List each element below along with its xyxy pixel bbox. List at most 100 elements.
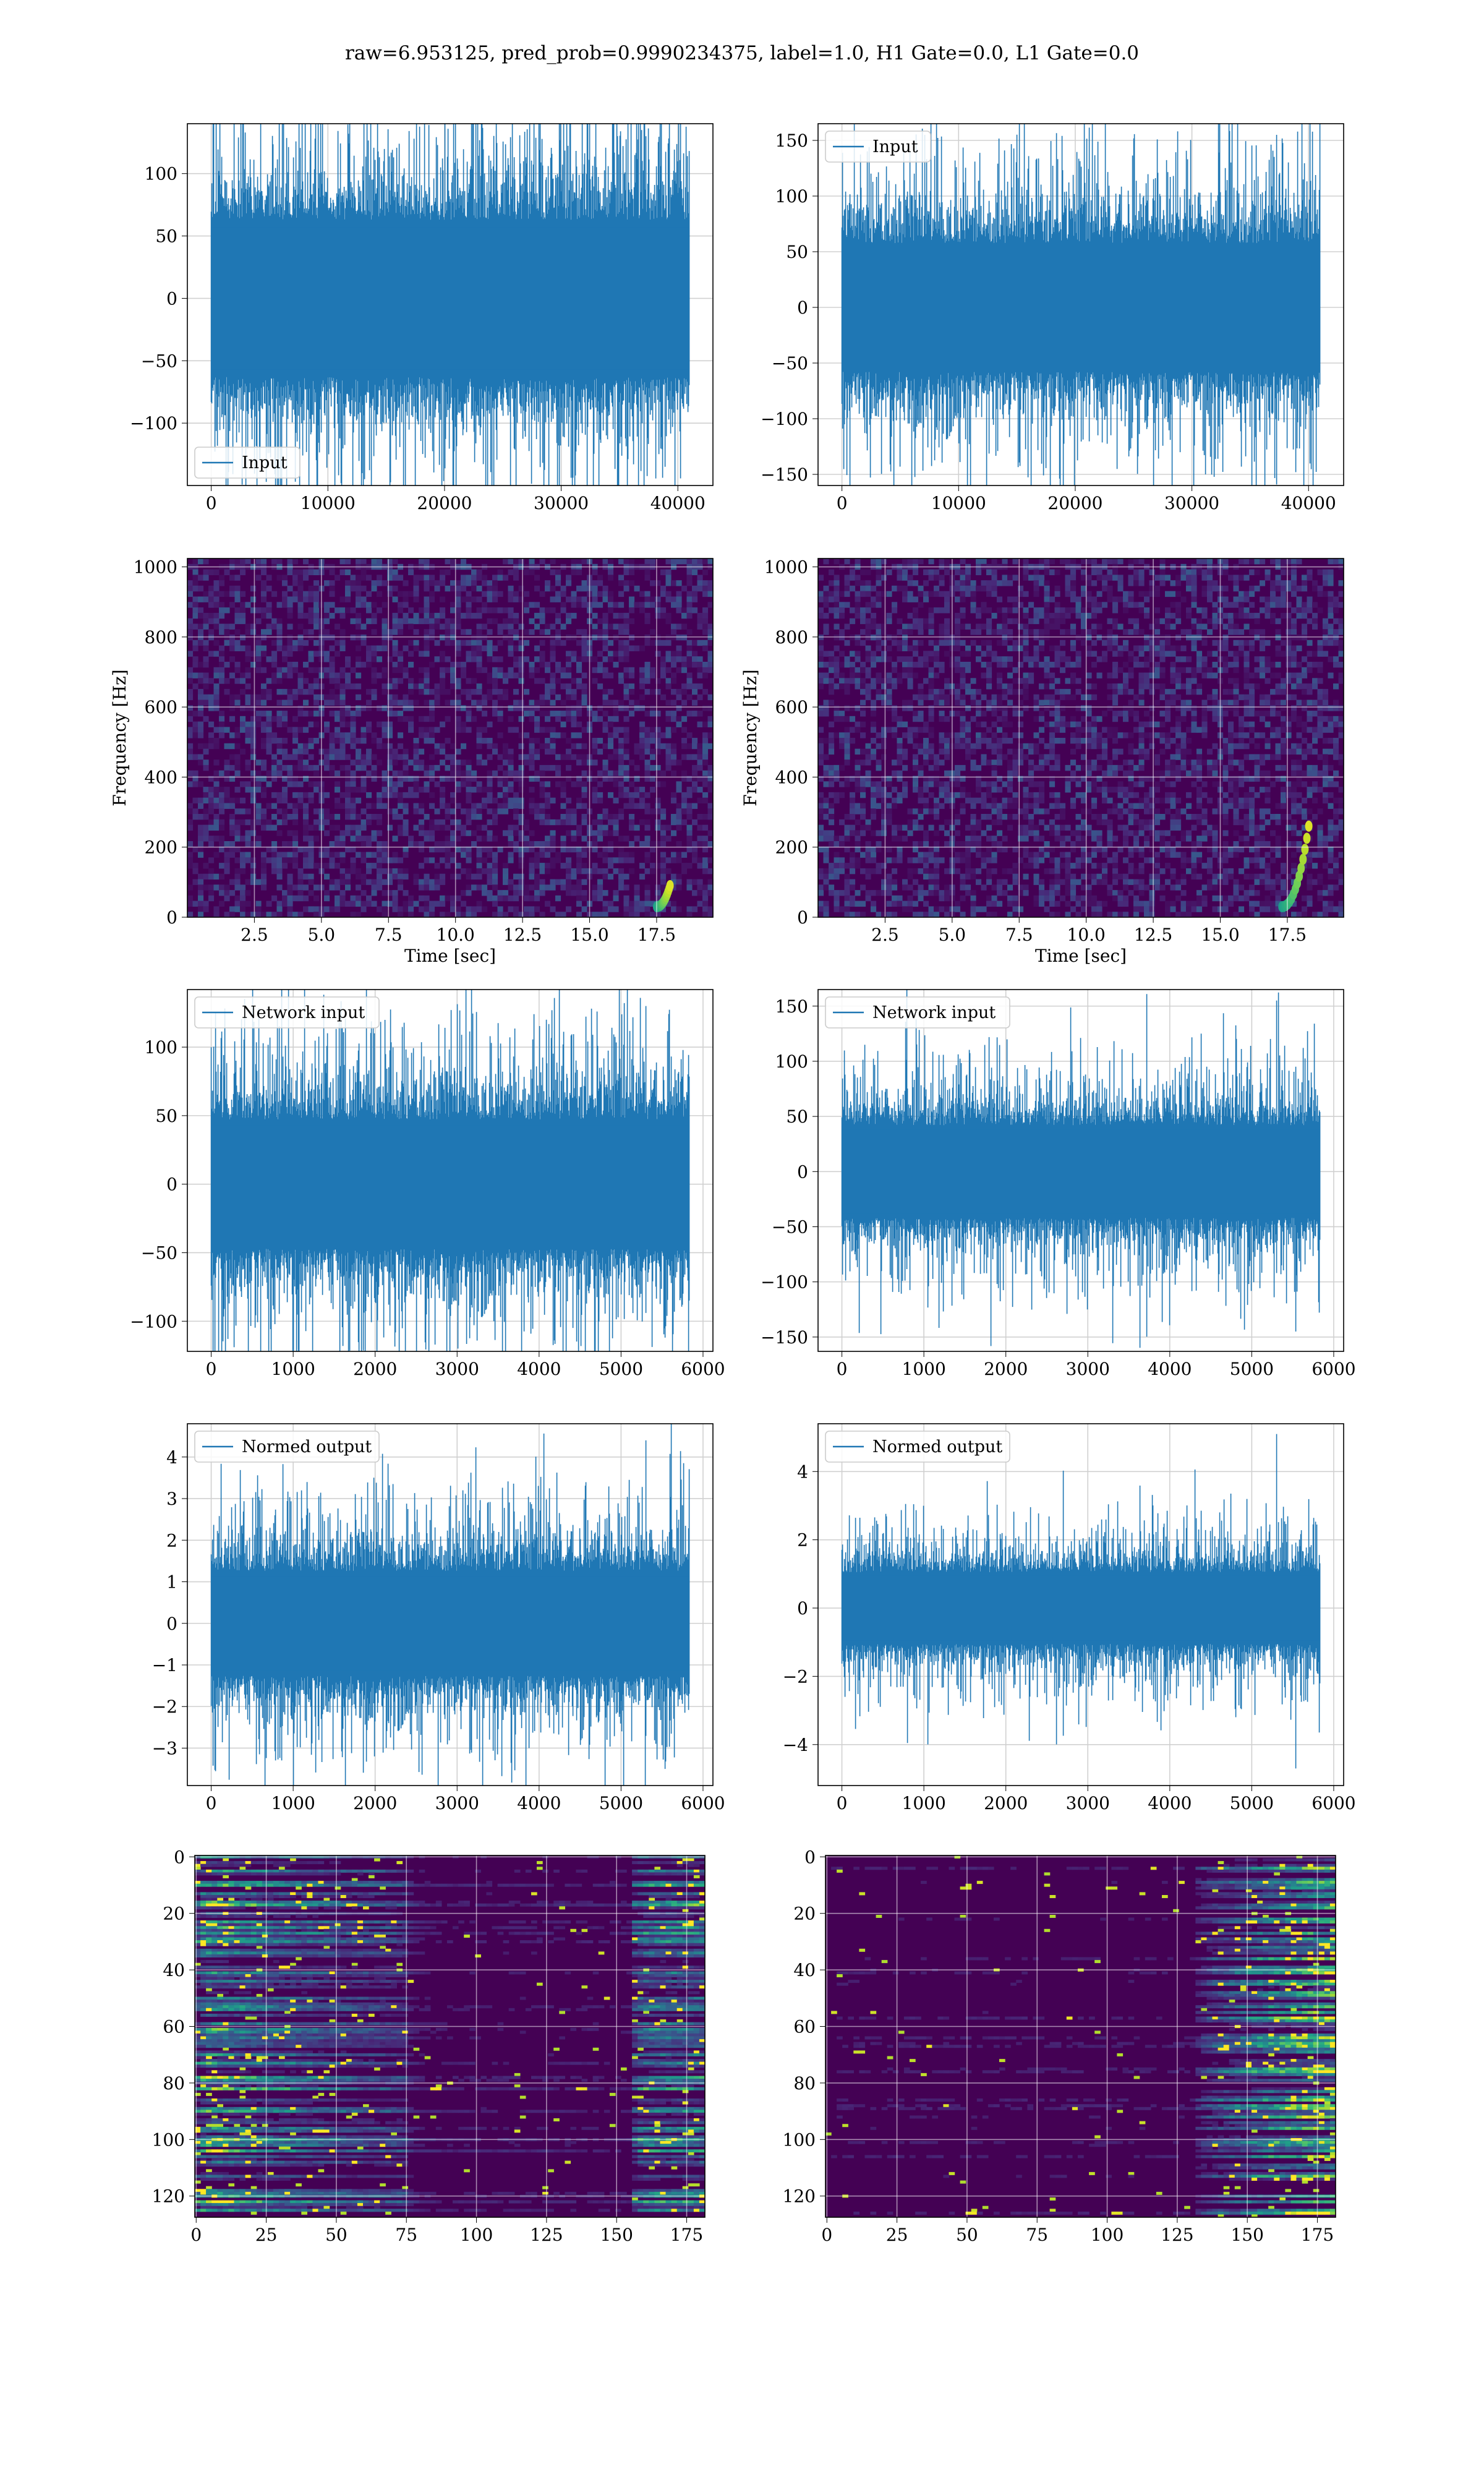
y-tick-label: 600 (145, 697, 177, 717)
y-tick-label: 0 (797, 1161, 808, 1182)
y-tick-label: −150 (761, 1327, 808, 1348)
y-tick-label: 400 (775, 767, 808, 787)
y-tick-label: 120 (152, 2186, 185, 2207)
y-tick-label: 2 (166, 1530, 177, 1551)
y-tick-label: 3 (166, 1489, 177, 1509)
legend-label: Normed output (872, 1437, 1002, 1457)
x-tick-label: 2.5 (241, 925, 268, 945)
y-tick-label: 4 (797, 1461, 808, 1482)
x-tick-label: 5000 (1230, 1793, 1274, 1813)
y-axis-label: Frequency [Hz] (109, 669, 130, 806)
y-tick-label: 150 (775, 996, 808, 1017)
y-tick-label: 0 (797, 907, 808, 928)
y-tick-label: 0 (166, 1614, 177, 1634)
y-tick-label: −100 (130, 413, 177, 434)
chirp-mark (667, 880, 674, 891)
x-tick-label: 0 (206, 1359, 217, 1379)
x-tick-label: 20000 (1047, 493, 1102, 513)
x-tick-label: 5000 (1230, 1359, 1274, 1379)
y-tick-label: −2 (783, 1666, 808, 1687)
x-tick-label: 125 (1161, 2225, 1193, 2245)
y-tick-label: −50 (141, 351, 177, 371)
y-tick-label: −150 (761, 464, 808, 485)
y-tick-label: −3 (152, 1738, 177, 1758)
x-tick-label: 5.0 (939, 925, 966, 945)
y-tick-label: −100 (130, 1311, 177, 1332)
y-tick-label: 100 (145, 164, 177, 184)
y-tick-label: 200 (145, 837, 177, 858)
x-tick-label: 0 (837, 1359, 848, 1379)
y-tick-label: 1 (166, 1572, 177, 1593)
y-tick-label: 80 (163, 2073, 185, 2094)
y-tick-label: 400 (145, 767, 177, 787)
x-tick-label: 150 (600, 2225, 633, 2245)
series-body (842, 1576, 1320, 1641)
y-tick-label: 800 (145, 627, 177, 648)
x-tick-label: 1000 (902, 1359, 946, 1379)
y-tick-label: 0 (797, 1598, 808, 1619)
x-axis-label: Time [sec] (404, 946, 496, 966)
y-tick-label: 100 (775, 1051, 808, 1072)
x-tick-label: 15.0 (1201, 925, 1239, 945)
legend-label: Normed output (242, 1437, 372, 1457)
x-tick-label: 3000 (435, 1359, 479, 1379)
x-tick-label: 30000 (1164, 493, 1219, 513)
y-tick-label: −50 (772, 353, 808, 374)
series-body (842, 249, 1320, 366)
x-tick-label: 4000 (517, 1359, 561, 1379)
y-tick-label: 50 (155, 1106, 177, 1126)
x-tick-label: 17.5 (638, 925, 676, 945)
x-tick-label: 3000 (1066, 1359, 1110, 1379)
chirp-mark (1305, 821, 1313, 832)
x-tick-label: 6000 (681, 1359, 725, 1379)
x-tick-label: 0 (206, 1793, 217, 1813)
x-tick-label: 5.0 (308, 925, 336, 945)
series-body (211, 227, 689, 369)
figure-title: raw=6.953125, pred_prob=0.9990234375, la… (0, 42, 1484, 64)
x-tick-label: 0 (837, 493, 848, 513)
x-tick-label: 30000 (534, 493, 589, 513)
x-tick-label: 75 (395, 2225, 417, 2245)
y-tick-label: −100 (761, 1272, 808, 1293)
x-tick-label: 100 (1091, 2225, 1124, 2245)
x-tick-label: 100 (460, 2225, 493, 2245)
x-tick-label: 175 (670, 2225, 703, 2245)
chirp-mark (1299, 853, 1307, 865)
x-tick-label: 6000 (1311, 1793, 1355, 1813)
x-tick-label: 7.5 (1005, 925, 1033, 945)
y-tick-label: 100 (783, 2129, 816, 2150)
y-tick-label: 100 (145, 1037, 177, 1058)
y-tick-label: −50 (141, 1243, 177, 1263)
legend-label: Input (242, 453, 288, 473)
x-tick-label: 12.5 (503, 925, 542, 945)
x-tick-label: 7.5 (375, 925, 403, 945)
y-tick-label: 200 (775, 837, 808, 858)
y-tick-label: 1000 (764, 557, 808, 578)
x-tick-label: 15.0 (570, 925, 608, 945)
y-tick-label: 40 (793, 1960, 816, 1980)
x-tick-label: 75 (1026, 2225, 1048, 2245)
series-body (842, 1130, 1320, 1214)
y-tick-label: 0 (174, 1847, 185, 1867)
y-tick-label: 60 (793, 2017, 816, 2037)
x-tick-label: 6000 (681, 1793, 725, 1813)
x-tick-label: 20000 (417, 493, 472, 513)
y-tick-label: −50 (772, 1217, 808, 1237)
y-tick-label: 2 (797, 1530, 808, 1551)
y-tick-label: 0 (804, 1847, 816, 1867)
series-body (211, 1576, 689, 1671)
x-tick-label: 3000 (1066, 1793, 1110, 1813)
y-tick-label: 1000 (134, 557, 177, 578)
y-tick-label: 4 (166, 1447, 177, 1468)
y-axis-label: Frequency [Hz] (740, 669, 761, 806)
x-tick-label: 150 (1230, 2225, 1263, 2245)
y-tick-label: 120 (783, 2186, 816, 2207)
x-tick-label: 2000 (353, 1359, 397, 1379)
y-tick-label: 50 (155, 226, 177, 247)
